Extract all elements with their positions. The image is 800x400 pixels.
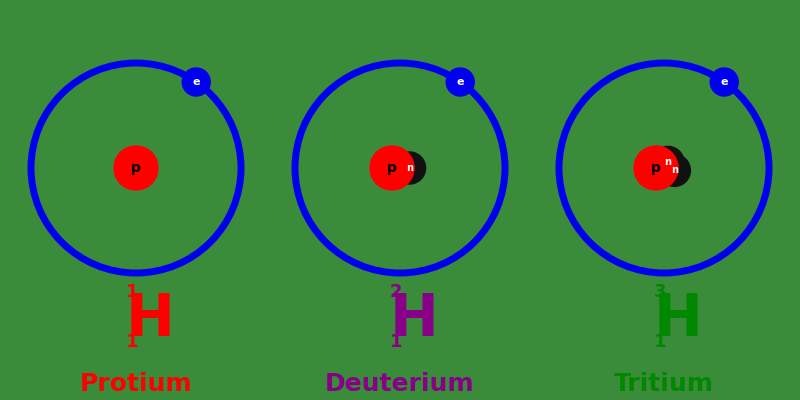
Text: p: p bbox=[651, 161, 661, 175]
Text: n: n bbox=[671, 166, 678, 175]
Ellipse shape bbox=[652, 146, 684, 178]
Text: 1: 1 bbox=[126, 333, 138, 351]
Text: 1: 1 bbox=[126, 283, 138, 301]
Ellipse shape bbox=[446, 68, 474, 96]
Ellipse shape bbox=[182, 68, 210, 96]
Text: 1: 1 bbox=[390, 333, 402, 351]
Ellipse shape bbox=[370, 146, 414, 190]
Text: e: e bbox=[193, 77, 200, 87]
Ellipse shape bbox=[710, 68, 738, 96]
Text: Deuterium: Deuterium bbox=[325, 372, 475, 396]
Ellipse shape bbox=[114, 146, 158, 190]
Text: H: H bbox=[390, 292, 439, 348]
Text: p: p bbox=[131, 161, 141, 175]
Text: 2: 2 bbox=[390, 283, 402, 301]
Ellipse shape bbox=[394, 152, 426, 184]
Text: Protium: Protium bbox=[80, 372, 192, 396]
Text: e: e bbox=[457, 77, 464, 87]
Text: p: p bbox=[387, 161, 397, 175]
Text: 1: 1 bbox=[654, 333, 666, 351]
Text: Tritium: Tritium bbox=[614, 372, 714, 396]
Text: H: H bbox=[126, 292, 175, 348]
Text: 3: 3 bbox=[654, 283, 666, 301]
Ellipse shape bbox=[634, 146, 678, 190]
Ellipse shape bbox=[658, 154, 690, 186]
Text: n: n bbox=[665, 157, 671, 167]
Text: n: n bbox=[406, 163, 413, 173]
Text: e: e bbox=[721, 77, 728, 87]
Text: H: H bbox=[654, 292, 703, 348]
